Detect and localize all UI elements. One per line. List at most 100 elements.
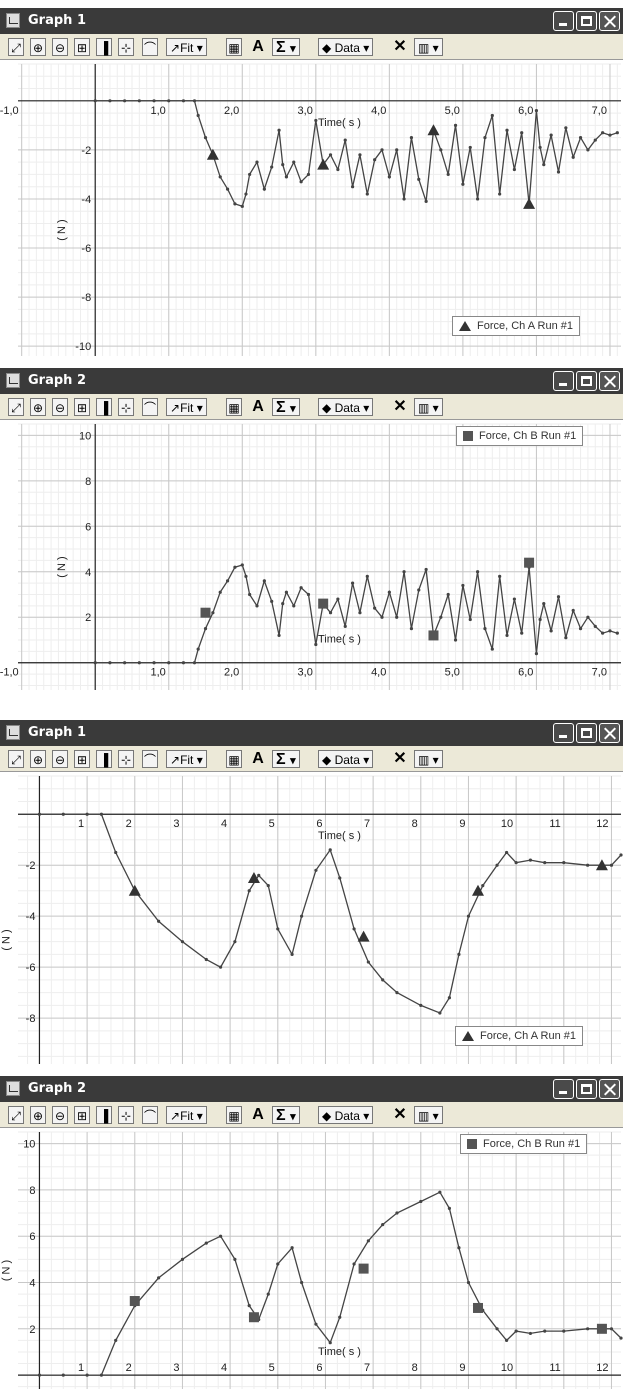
annotation-button[interactable]: A bbox=[252, 398, 264, 415]
sigma-label: Σ bbox=[276, 399, 286, 416]
delta-tool-icon[interactable]: ⊹ bbox=[118, 398, 134, 416]
graph-settings-dropdown[interactable]: ▥ ▾ bbox=[414, 1106, 443, 1124]
minimize-button[interactable] bbox=[553, 11, 574, 31]
maximize-button[interactable] bbox=[576, 1079, 597, 1099]
graph-settings-dropdown[interactable]: ▥ ▾ bbox=[414, 398, 443, 416]
smart-cursor-icon[interactable]: ▐ bbox=[96, 398, 112, 416]
annotation-button[interactable]: A bbox=[252, 38, 264, 55]
data-point bbox=[419, 1003, 423, 1007]
slope-tool-icon[interactable]: ⌒ bbox=[142, 38, 158, 56]
delete-icon[interactable]: ✕ bbox=[393, 398, 407, 415]
maximize-button[interactable] bbox=[576, 371, 597, 391]
data-point bbox=[343, 624, 347, 628]
plot-area[interactable]: -1,0 1,0 2,0 3,0 4,0 5,0 6,0 7,0 2 4 6 8 10 Time( s )… bbox=[0, 420, 623, 694]
calculator-icon[interactable]: ▦ bbox=[226, 38, 242, 56]
calculator-icon[interactable]: ▦ bbox=[226, 398, 242, 416]
zoom-in-icon[interactable]: ⊕ bbox=[30, 38, 46, 56]
data-point bbox=[255, 604, 259, 608]
zoom-in-icon[interactable]: ⊕ bbox=[30, 398, 46, 416]
data-point bbox=[498, 574, 502, 578]
data-point bbox=[419, 1199, 423, 1204]
delete-icon[interactable]: ✕ bbox=[393, 1106, 407, 1123]
plot-area[interactable]: 1 2 3 4 5 6 7 8 9 10 11 12 -2 -4 -6 -8 Time( s )( N ) Fo… bbox=[0, 772, 623, 1068]
close-button[interactable] bbox=[599, 723, 620, 743]
fit-dropdown[interactable]: ↗Fit ▾ bbox=[166, 750, 207, 768]
y-axis-label: ( N ) bbox=[0, 929, 12, 950]
zoom-out-icon[interactable]: ⊖ bbox=[52, 1106, 68, 1124]
title-bar[interactable]: Graph 2 bbox=[0, 368, 623, 394]
minimize-button[interactable] bbox=[553, 371, 574, 391]
statistics-dropdown[interactable]: Σ ▾ bbox=[272, 398, 300, 416]
smart-cursor-icon[interactable]: ▐ bbox=[96, 1106, 112, 1124]
delta-tool-icon[interactable]: ⊹ bbox=[118, 38, 134, 56]
minimize-button[interactable] bbox=[553, 1079, 574, 1099]
graph-settings-dropdown[interactable]: ▥ ▾ bbox=[414, 750, 443, 768]
calculator-icon[interactable]: ▦ bbox=[226, 1106, 242, 1124]
data-point bbox=[157, 919, 161, 923]
annotation-button[interactable]: A bbox=[252, 1106, 264, 1123]
close-button[interactable] bbox=[599, 1079, 620, 1099]
delta-tool-icon[interactable]: ⊹ bbox=[118, 1106, 134, 1124]
graph-icon bbox=[6, 725, 20, 740]
x-tick-label: 1,0 bbox=[150, 667, 165, 679]
close-button[interactable] bbox=[599, 371, 620, 391]
plot-area[interactable]: 1 2 3 4 5 6 7 8 9 10 11 12 2 4 6 8 10 Time( s )( N ) Forc… bbox=[0, 1128, 623, 1393]
zoom-select-icon[interactable]: ⊞ bbox=[74, 1106, 90, 1124]
data-dropdown[interactable]: ◆ Data ▾ bbox=[318, 1106, 374, 1124]
data-dropdown[interactable]: ◆ Data ▾ bbox=[318, 38, 374, 56]
data-point bbox=[528, 858, 533, 862]
scale-to-fit-icon[interactable]: ⤢ bbox=[8, 398, 24, 416]
triangle-marker bbox=[595, 859, 608, 871]
zoom-select-icon[interactable]: ⊞ bbox=[74, 38, 90, 56]
maximize-button[interactable] bbox=[576, 723, 597, 743]
data-point bbox=[299, 180, 303, 184]
scale-to-fit-icon[interactable]: ⤢ bbox=[8, 750, 24, 768]
statistics-dropdown[interactable]: Σ ▾ bbox=[272, 750, 300, 768]
title-bar[interactable]: Graph 2 bbox=[0, 1076, 623, 1102]
scale-to-fit-icon[interactable]: ⤢ bbox=[8, 38, 24, 56]
annotation-button[interactable]: A bbox=[252, 750, 264, 767]
zoom-out-icon[interactable]: ⊖ bbox=[52, 398, 68, 416]
x-tick-label: 7,0 bbox=[592, 105, 607, 117]
close-button[interactable] bbox=[599, 11, 620, 31]
data-point bbox=[395, 1211, 399, 1215]
data-dropdown[interactable]: ◆ Data ▾ bbox=[318, 750, 374, 768]
data-point bbox=[542, 163, 546, 167]
zoom-out-icon[interactable]: ⊖ bbox=[52, 750, 68, 768]
slope-tool-icon[interactable]: ⌒ bbox=[142, 398, 158, 416]
smart-cursor-icon[interactable]: ▐ bbox=[96, 750, 112, 768]
data-point bbox=[490, 647, 494, 651]
maximize-button[interactable] bbox=[576, 11, 597, 31]
title-bar[interactable]: Graph 1 bbox=[0, 8, 623, 34]
data-point bbox=[520, 631, 524, 635]
data-point bbox=[609, 863, 614, 867]
slope-tool-icon[interactable]: ⌒ bbox=[142, 1106, 158, 1124]
zoom-select-icon[interactable]: ⊞ bbox=[74, 398, 90, 416]
data-point bbox=[402, 197, 406, 201]
smart-cursor-icon[interactable]: ▐ bbox=[96, 38, 112, 56]
calculator-icon[interactable]: ▦ bbox=[226, 750, 242, 768]
data-point bbox=[490, 113, 494, 118]
zoom-select-icon[interactable]: ⊞ bbox=[74, 750, 90, 768]
fit-dropdown[interactable]: ↗Fit ▾ bbox=[166, 1106, 207, 1124]
title-bar[interactable]: Graph 1 bbox=[0, 720, 623, 746]
data-dropdown[interactable]: ◆ Data ▾ bbox=[318, 398, 374, 416]
zoom-out-icon[interactable]: ⊖ bbox=[52, 38, 68, 56]
fit-dropdown[interactable]: ↗Fit ▾ bbox=[166, 38, 207, 56]
zoom-in-icon[interactable]: ⊕ bbox=[30, 1106, 46, 1124]
fit-dropdown[interactable]: ↗Fit ▾ bbox=[166, 398, 207, 416]
zoom-in-icon[interactable]: ⊕ bbox=[30, 750, 46, 768]
delete-icon[interactable]: ✕ bbox=[393, 38, 407, 55]
statistics-dropdown[interactable]: Σ ▾ bbox=[272, 1106, 300, 1124]
scale-to-fit-icon[interactable]: ⤢ bbox=[8, 1106, 24, 1124]
data-point bbox=[476, 570, 480, 574]
delta-tool-icon[interactable]: ⊹ bbox=[118, 750, 134, 768]
plot-area[interactable]: -1,0 1,0 2,0 3,0 4,0 5,0 6,0 7,0 -2 -4 -6 -8 -10 Time… bbox=[0, 60, 623, 360]
graph-settings-dropdown[interactable]: ▥ ▾ bbox=[414, 38, 443, 56]
delete-icon[interactable]: ✕ bbox=[393, 750, 407, 767]
statistics-dropdown[interactable]: Σ ▾ bbox=[272, 38, 300, 56]
minimize-button[interactable] bbox=[553, 723, 574, 743]
slope-tool-icon[interactable]: ⌒ bbox=[142, 750, 158, 768]
data-point bbox=[248, 172, 252, 177]
data-point bbox=[262, 187, 266, 191]
